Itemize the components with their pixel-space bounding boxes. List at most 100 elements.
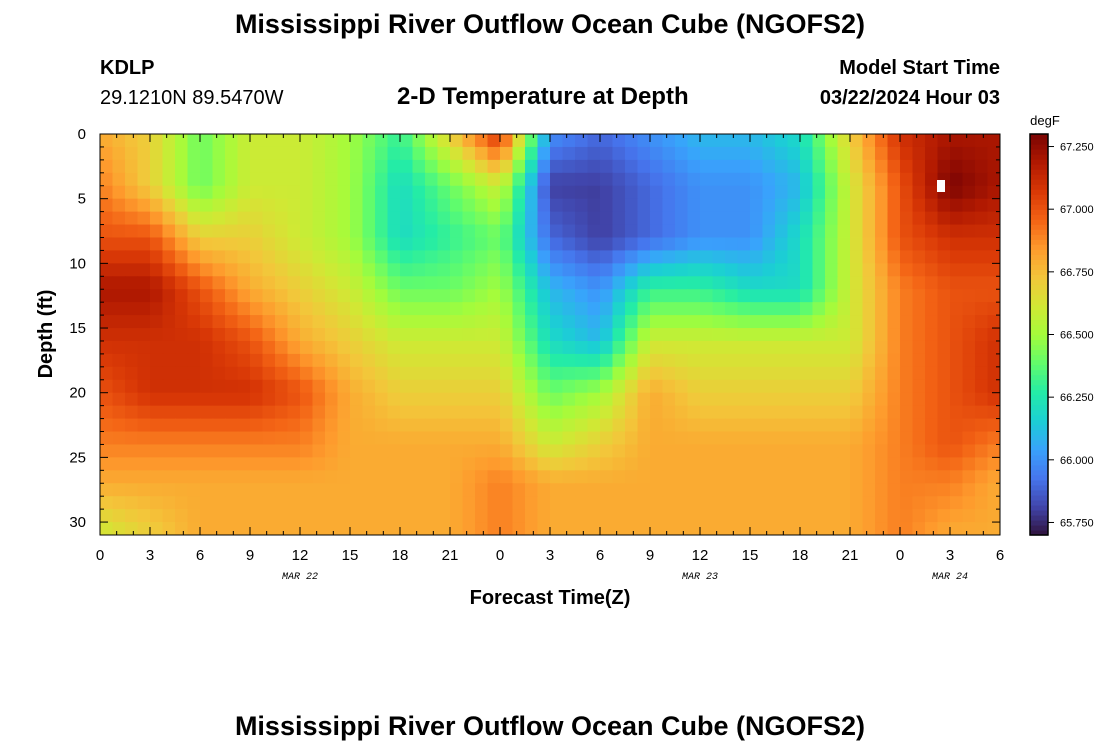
heatmap-cell [512,134,526,148]
heatmap-cell [925,250,939,264]
heatmap-cell [250,444,264,458]
heatmap-cell [987,159,1000,174]
heatmap-cell [950,470,964,484]
heatmap-cell [537,250,551,264]
heatmap-cell [300,224,314,239]
heatmap-cell [850,509,864,523]
heatmap-cell [437,353,451,368]
heatmap-cell [825,172,839,187]
heatmap-cell [562,134,576,148]
heatmap-cell [450,172,464,187]
heatmap-cell [900,328,914,342]
heatmap-cell [712,522,726,535]
heatmap-cell [125,496,139,510]
heatmap-cell [787,263,801,277]
heatmap-cell [112,509,126,523]
heatmap-cell [125,211,139,226]
heatmap-cell [475,457,489,471]
heatmap-cell [375,146,389,161]
heatmap-cell [900,405,914,420]
heatmap-cell [175,496,189,510]
heatmap-cell [962,444,976,458]
heatmap-cell [250,340,264,355]
heatmap-cell [225,276,239,290]
heatmap-cell [937,211,951,226]
heatmap-cell [600,250,614,264]
heatmap-cell [875,263,889,277]
heatmap-cell [775,470,789,484]
heatmap-cell [475,263,489,277]
heatmap-cell [312,211,326,226]
heatmap-cell [875,470,889,484]
heatmap-cell [587,470,601,484]
heatmap-cell [150,289,164,303]
heatmap-cell [400,418,414,433]
heatmap-cell [850,237,864,252]
heatmap-cell [875,211,889,226]
heatmap-cell [537,159,551,174]
heatmap-cell [162,302,176,316]
heatmap-cell [850,289,864,303]
heatmap-cell [250,198,264,213]
heatmap-cell [550,340,564,355]
heatmap-cell [362,483,376,497]
heatmap-cell [562,353,576,368]
heatmap-cell [812,340,826,355]
heatmap-cell [450,379,464,394]
heatmap-cell [250,315,264,329]
heatmap-cell [925,263,939,277]
heatmap-cell [487,366,501,381]
heatmap-cell [912,340,926,355]
heatmap-cell [500,522,514,535]
heatmap-cell [750,146,764,161]
heatmap-cell [687,237,701,252]
heatmap-cell [287,379,301,394]
heatmap-cell [225,340,239,355]
colorbar-swatch [1030,499,1048,506]
heatmap-cell [250,263,264,277]
x-tick-label: 3 [546,547,554,564]
heatmap-cell [412,237,426,252]
heatmap-cell [512,302,526,316]
heatmap-cell [737,198,751,213]
heatmap-cell [562,405,576,420]
heatmap-cell [462,444,476,458]
heatmap-cell [300,418,314,433]
heatmap-cell [650,134,664,148]
x-tick-label: 0 [496,547,504,564]
heatmap-cell [337,263,351,277]
heatmap-cell [900,237,914,252]
heatmap-cell [675,263,689,277]
heatmap-cell [675,509,689,523]
heatmap-cell [525,276,539,290]
heatmap-cell [175,159,189,174]
heatmap-cell [425,315,439,329]
heatmap-cell [200,431,214,446]
heatmap-cell [562,379,576,394]
colorbar-swatch [1030,379,1048,386]
colorbar-tick-label: 67.250 [1060,142,1094,154]
heatmap-cell [387,159,401,174]
heatmap-cell [437,250,451,264]
heatmap-cell [587,250,601,264]
heatmap-cell [537,146,551,161]
heatmap-cell [687,134,701,148]
colorbar-swatch [1030,349,1048,356]
heatmap-cell [950,340,964,355]
heatmap-cell [100,250,114,264]
heatmap-cell [475,250,489,264]
heatmap-cell [537,392,551,407]
heatmap-cell [812,418,826,433]
heatmap-cell [962,289,976,303]
heatmap-cell [687,315,701,329]
heatmap-cell [762,172,776,187]
heatmap-cell [575,392,589,407]
heatmap-cell [787,315,801,329]
heatmap-cell [350,522,364,535]
heatmap-cell [787,392,801,407]
heatmap-cell [962,496,976,510]
heatmap-cell [212,457,226,471]
heatmap-cell [425,237,439,252]
heatmap-cell [375,496,389,510]
heatmap-cell [662,353,676,368]
